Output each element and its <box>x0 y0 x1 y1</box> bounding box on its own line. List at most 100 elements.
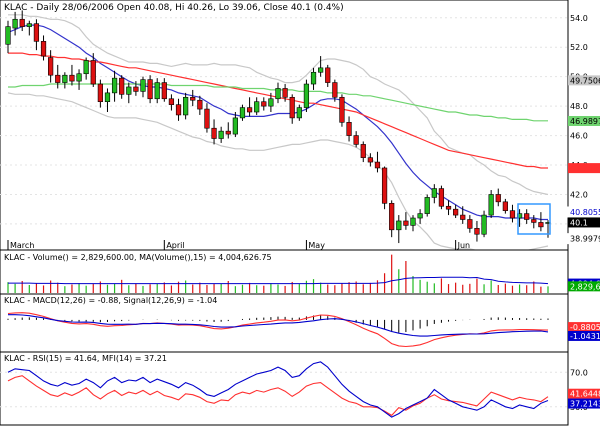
candle-down <box>33 23 40 42</box>
price-y-tick-label: 52.0 <box>570 43 588 52</box>
candle-up <box>310 71 317 85</box>
candle-down <box>225 130 231 135</box>
oscillator-lines <box>7 361 549 418</box>
macd-lines <box>7 312 549 348</box>
candle-up <box>62 74 68 83</box>
candle-down <box>289 96 295 119</box>
candle-up <box>5 26 11 45</box>
candle-down <box>97 83 103 103</box>
signal-line <box>8 314 549 337</box>
price-y-tick-label: 54.0 <box>570 14 588 23</box>
price-panel: KLAC - Daily 28/06/2006 Open 40.08, Hi 4… <box>0 0 600 254</box>
candle-down <box>40 41 47 57</box>
candle-down <box>495 194 501 203</box>
price-value-label: 40.1 <box>570 218 588 227</box>
macd-value-label-box <box>568 330 600 341</box>
candle-up <box>318 67 324 73</box>
macd-value-label: -0.88054 <box>570 323 600 332</box>
candle-down <box>197 99 203 110</box>
candle-down <box>531 219 537 223</box>
candle-down <box>246 107 253 113</box>
macd-panel-legend: KLAC - MACD(12,26) = -0.88, Signal(12,26… <box>4 296 217 305</box>
mfi-line <box>7 361 549 418</box>
macd-histogram <box>7 315 549 333</box>
candle-down <box>367 157 373 163</box>
price-panel-title: KLAC - Daily 28/06/2006 Open 40.08, Hi 4… <box>4 3 344 13</box>
price-value-label-box <box>567 233 600 245</box>
candle-down <box>403 220 409 226</box>
price-value-label: 46.9897 <box>570 117 600 126</box>
candle-down <box>90 60 96 85</box>
candle-down <box>502 201 508 211</box>
candle-up <box>254 101 260 113</box>
candle-down <box>509 210 516 219</box>
candle-down <box>453 208 459 216</box>
oscillator-panel-frame <box>0 351 569 426</box>
x-axis-label: May <box>308 241 325 250</box>
oscillator-y-tick-label: 70.0 <box>570 368 588 377</box>
bollinger-lower-line <box>7 92 549 254</box>
price-value-label-box <box>568 217 600 228</box>
candle-up <box>275 88 281 100</box>
oscillator-value-label-box <box>568 388 600 399</box>
candle-down <box>19 18 25 27</box>
candle-up <box>76 73 82 82</box>
candle-down <box>161 82 167 100</box>
bollinger-upper-line <box>8 14 549 196</box>
recent-range-highlight-box <box>517 203 551 235</box>
candle-down <box>282 88 288 98</box>
rsi-line <box>7 375 549 417</box>
price-value-label: 49.7506 <box>570 76 600 85</box>
candle-down <box>261 101 267 107</box>
candle-down <box>119 77 125 95</box>
volume-value-labels: 4,004,622,829,60 <box>568 278 600 292</box>
candle-up <box>296 107 302 119</box>
candle-up <box>183 96 189 116</box>
price-value-label-box <box>567 206 600 218</box>
candle-up <box>12 18 18 29</box>
candle-up <box>303 83 310 108</box>
candle-up <box>154 82 160 100</box>
candle-up <box>140 79 146 92</box>
candle-down <box>325 67 331 83</box>
candle-up <box>83 60 89 75</box>
macd-value-label-box <box>568 322 600 333</box>
candle-down <box>538 222 544 228</box>
candle-up <box>26 23 32 27</box>
candle-down <box>175 104 182 116</box>
candle-down <box>381 167 388 204</box>
price-value-label-box <box>568 163 600 174</box>
price-y-tick-label: 48.0 <box>570 102 588 111</box>
candle-up <box>268 98 274 107</box>
candle-down <box>168 98 175 105</box>
candle-down <box>133 86 139 92</box>
volume-panel: KLAC - Volume() = 2,829,600.00, MA(Volum… <box>0 249 600 295</box>
candle-up <box>410 217 416 226</box>
macd-value-labels: -0.88054-1.04311 <box>568 322 600 341</box>
volume-ma-line <box>8 276 549 285</box>
candle-down <box>332 82 338 98</box>
candle-down <box>445 205 452 210</box>
oscillator-value-label-box <box>568 398 600 409</box>
volume-value-label-box <box>568 281 600 292</box>
candle-down <box>69 74 75 82</box>
volume-bars <box>7 254 549 293</box>
candle-down <box>55 74 61 83</box>
candle-down <box>389 203 395 231</box>
oscillator-value-label: 41.6448 <box>570 390 600 399</box>
candle-down <box>360 144 366 158</box>
candle-up <box>481 214 487 235</box>
candle-down <box>211 127 217 139</box>
candle-up <box>396 220 402 231</box>
candle-up <box>488 194 494 216</box>
candle-up <box>111 77 118 94</box>
price-value-label: 38.9979 <box>570 235 600 244</box>
candle-up <box>126 86 132 95</box>
candle-up <box>104 92 111 103</box>
candle-down <box>48 57 54 76</box>
x-axis-label: March <box>10 241 34 250</box>
price-value-label: 43.7883 <box>570 164 600 173</box>
volume-ma-line <box>8 276 549 285</box>
